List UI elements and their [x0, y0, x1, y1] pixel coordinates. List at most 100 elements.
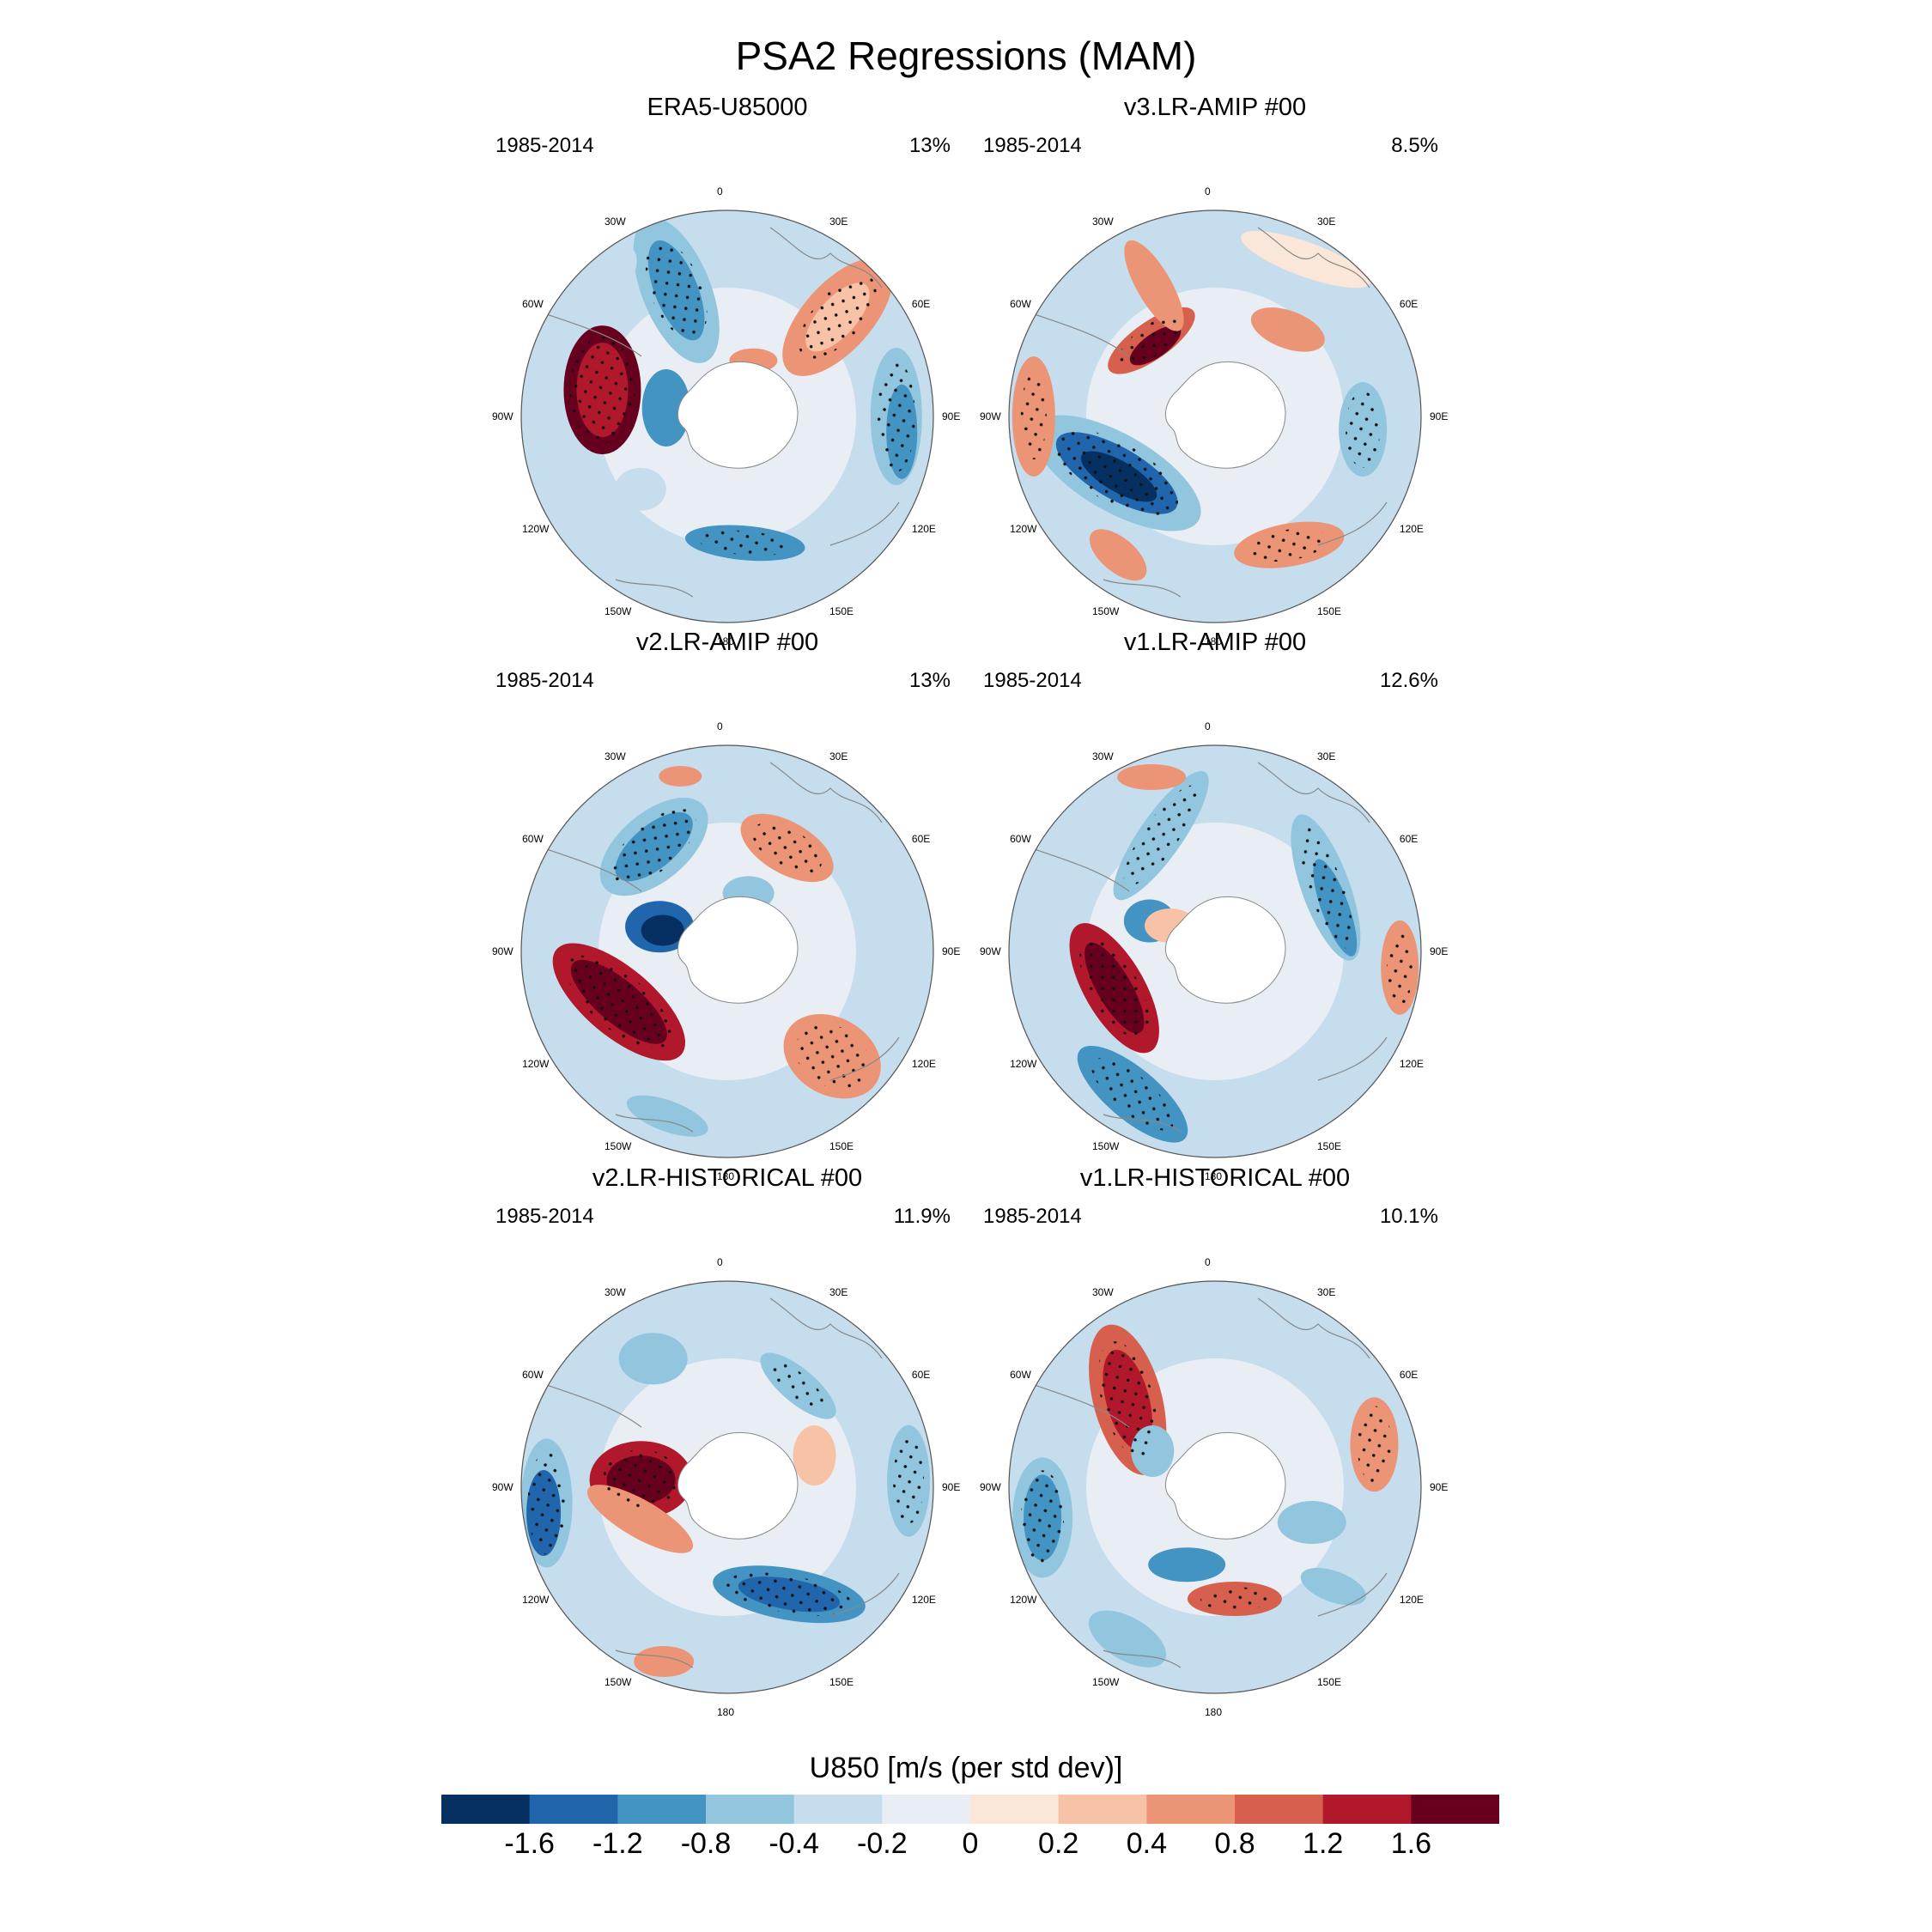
- longitude-label: 90E: [1430, 945, 1449, 957]
- field-anomaly-blob: [1300, 1567, 1366, 1606]
- panel-variance-percent: 8.5%: [1391, 134, 1438, 157]
- longitude-label: 150W: [605, 1675, 632, 1688]
- longitude-label: 90W: [980, 1481, 1001, 1493]
- significance-stipple: [1020, 374, 1047, 459]
- longitude-label: 90E: [942, 1481, 961, 1493]
- longitude-label: 60W: [1010, 298, 1031, 310]
- colorbar-swatch: [793, 1795, 884, 1824]
- longitude-label: 150E: [829, 605, 854, 617]
- significance-stipple: [1118, 315, 1185, 367]
- longitude-label: 30W: [605, 750, 626, 763]
- map-border: [1008, 210, 1422, 623]
- field-anomaly-blob: [1124, 240, 1184, 331]
- antarctica-landmass: [677, 361, 799, 469]
- colorbar-swatch: [1322, 1795, 1413, 1824]
- significance-stipple: [1123, 785, 1199, 886]
- colorbar-swatch: [1235, 1795, 1324, 1824]
- significance-stipple: [697, 530, 793, 556]
- longitude-label: 180: [717, 1706, 735, 1718]
- colorbar-tick-label: -0.2: [857, 1827, 908, 1860]
- longitude-label: 90E: [942, 945, 961, 957]
- significance-stipple: [1387, 928, 1413, 1006]
- significance-stipple: [602, 1449, 680, 1510]
- longitude-label: 60W: [1010, 1369, 1031, 1381]
- longitude-label: 0: [717, 185, 723, 197]
- longitude-label: 60W: [1010, 833, 1031, 845]
- antarctica-landmass: [1164, 361, 1286, 469]
- longitude-label: 150E: [829, 1675, 854, 1688]
- field-anomaly-blob: [1250, 307, 1325, 352]
- panel-variance-percent: 13%: [908, 669, 951, 692]
- map-panel: v1.LR-AMIP #00 1985-2014 12.6% 0 30E 60E 90E 12…: [975, 629, 1455, 1192]
- antarctica-landmass: [1164, 896, 1286, 1004]
- colorbar-swatch: [1058, 1795, 1148, 1824]
- colorbar-tick-label: -1.6: [504, 1827, 555, 1860]
- significance-stipple: [611, 808, 697, 885]
- longitude-label: 120E: [1399, 1594, 1424, 1606]
- longitude-label: 120W: [1010, 1594, 1037, 1606]
- field-anomaly-blob: [1277, 1501, 1346, 1545]
- longitude-label: 30E: [829, 750, 848, 763]
- longitude-label: 0: [1205, 720, 1211, 732]
- panel-variance-percent: 12.6%: [1379, 669, 1438, 692]
- colorbar-swatch: [441, 1795, 531, 1824]
- coastlines: [521, 227, 900, 598]
- longitude-label: 0: [717, 1256, 723, 1268]
- longitude-label: 90W: [980, 945, 1001, 957]
- colorbar-tick-label: 0.8: [1214, 1827, 1255, 1860]
- field-anomaly-blob: [641, 914, 684, 946]
- field-anomaly-blob: [626, 1095, 708, 1137]
- field-anomaly-blob: [1088, 1610, 1167, 1668]
- polar-map: [520, 744, 934, 1158]
- panel-years: 1985-2014: [495, 1205, 594, 1228]
- significance-stipple: [569, 337, 635, 444]
- significance-stipple: [1079, 938, 1150, 1038]
- longitude-label: 120W: [522, 1594, 550, 1606]
- colorbar-swatch: [529, 1795, 619, 1824]
- polar-map: [1008, 1280, 1422, 1694]
- map-panel: v3.LR-AMIP #00 1985-2014 8.5% 0 30E 60E 90E 120…: [975, 94, 1455, 657]
- colorbar-tick-label: 0.2: [1038, 1827, 1079, 1860]
- longitude-label: 120E: [911, 1058, 936, 1070]
- significance-stipple: [1098, 1341, 1157, 1459]
- map-panel: v1.LR-HISTORICAL #00 1985-2014 10.1% 0 30E 60…: [975, 1164, 1455, 1728]
- longitude-label: 0: [1205, 1256, 1211, 1268]
- field-anomaly-blob: [641, 368, 690, 447]
- longitude-label: 60E: [911, 833, 931, 845]
- map-border: [520, 210, 934, 623]
- panel-title: v1.LR-HISTORICAL #00: [1079, 1164, 1351, 1192]
- significance-stipple: [1346, 391, 1381, 469]
- significance-stipple: [527, 1451, 566, 1555]
- colorbar-swatch: [970, 1795, 1060, 1824]
- longitude-label: 180: [717, 635, 735, 647]
- panel-title: ERA5-U85000: [647, 94, 808, 121]
- longitude-label: 120E: [1399, 1058, 1424, 1070]
- panel-title: v3.LR-AMIP #00: [1123, 94, 1307, 121]
- colorbar-tick-label: -0.4: [769, 1827, 819, 1860]
- colorbar-swatch: [882, 1795, 971, 1824]
- longitude-label: 0: [1205, 185, 1211, 197]
- longitude-label: 90W: [980, 410, 1001, 422]
- colorbar-tick-label: 1.2: [1303, 1827, 1344, 1860]
- coastlines: [521, 762, 900, 1133]
- field-anomaly-blob: [1089, 529, 1147, 581]
- longitude-label: 90W: [492, 945, 513, 957]
- significance-stipple: [1055, 429, 1179, 517]
- longitude-label: 120W: [1010, 1058, 1037, 1070]
- longitude-label: 30E: [829, 1286, 848, 1299]
- polar-map: [1008, 210, 1422, 623]
- longitude-label: 180: [1205, 1170, 1223, 1182]
- coastlines: [1009, 762, 1388, 1133]
- field-anomaly-blob: [586, 1485, 694, 1553]
- antarctica-landmass: [677, 1431, 799, 1540]
- longitude-label: 60W: [522, 833, 544, 845]
- colorbar-swatch: [1411, 1795, 1499, 1824]
- longitude-label: 30E: [829, 216, 848, 228]
- coastlines: [1009, 227, 1388, 598]
- field-anomaly-blob: [1117, 764, 1187, 791]
- significance-stipple: [877, 361, 915, 472]
- antarctica-landmass: [677, 896, 799, 1004]
- longitude-label: 120W: [1010, 523, 1037, 535]
- longitude-label: 60E: [1399, 833, 1419, 845]
- panel-variance-percent: 10.1%: [1379, 1205, 1438, 1228]
